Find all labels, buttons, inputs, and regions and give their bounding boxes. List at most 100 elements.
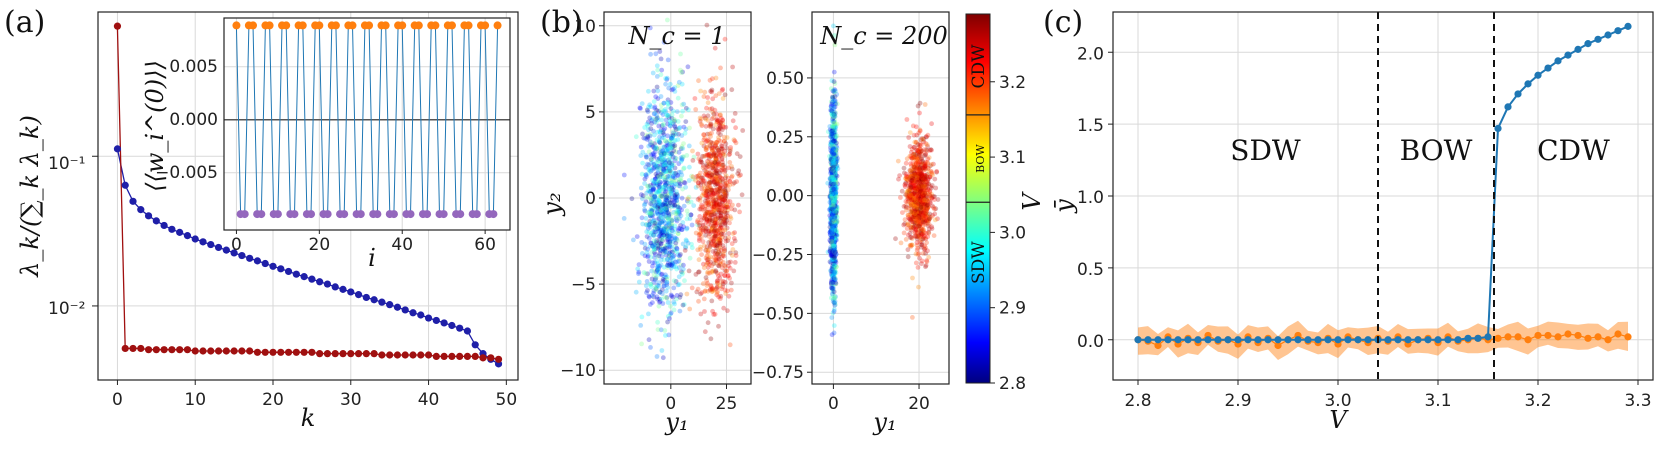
- b1-point: [657, 240, 662, 246]
- b2-point: [895, 158, 901, 164]
- b1-point: [668, 180, 673, 186]
- b1-point: [714, 216, 719, 222]
- b1-point: [661, 150, 667, 156]
- c-phase-bow: BOW: [1400, 134, 1473, 167]
- a-point-red: [308, 348, 316, 356]
- b1-point: [652, 219, 658, 225]
- b1-point: [724, 202, 730, 208]
- b1-point: [663, 288, 669, 294]
- b1-point: [680, 154, 686, 160]
- b2-point: [830, 124, 835, 129]
- a-point-blue: [370, 296, 378, 304]
- b1-point: [668, 100, 674, 105]
- b2-point: [917, 128, 923, 134]
- a-point-red: [479, 354, 487, 362]
- a-xtick-label: 10: [184, 390, 206, 410]
- b1-point: [689, 222, 695, 228]
- b1-point: [654, 189, 659, 194]
- b1-point: [662, 184, 668, 190]
- b1-point: [666, 156, 672, 162]
- b1-point: [662, 231, 668, 237]
- b1-point: [633, 134, 639, 140]
- b1-point: [702, 89, 708, 95]
- b1-point: [656, 270, 662, 275]
- b1-point: [671, 148, 677, 154]
- b1-point: [652, 225, 658, 231]
- c-point-orange: [1554, 333, 1562, 341]
- b1-point: [709, 263, 715, 269]
- axes-a-frame: [97, 11, 519, 381]
- b1-point: [681, 124, 687, 130]
- b1-point: [697, 206, 703, 212]
- b1-point: [730, 118, 736, 124]
- b1-point: [663, 204, 669, 210]
- b1-point: [707, 77, 713, 83]
- a-point-blue: [168, 225, 176, 233]
- b1-point: [677, 205, 683, 211]
- b2-point: [908, 183, 913, 189]
- b1-point: [688, 212, 694, 218]
- b2-point: [931, 233, 937, 239]
- b1-point: [663, 204, 668, 210]
- b1-point: [677, 216, 682, 221]
- b1-point: [664, 148, 669, 153]
- b2-point: [919, 261, 924, 267]
- b1-point: [664, 208, 669, 213]
- a-point-blue: [121, 181, 129, 189]
- b2-point: [932, 217, 938, 223]
- inset-point-high: [348, 21, 357, 30]
- a-xtick-label: 40: [418, 390, 440, 410]
- b2-ytick-label: −0.50: [752, 304, 804, 324]
- b1-point: [676, 282, 682, 287]
- b1-point: [665, 113, 671, 118]
- c-point-blue: [1414, 336, 1422, 344]
- b2-point: [917, 110, 922, 116]
- b1-point: [674, 181, 680, 187]
- b1-point: [654, 84, 660, 90]
- b1-point: [646, 170, 651, 176]
- b1-point: [658, 157, 664, 162]
- b1-point: [669, 163, 675, 168]
- b1-point: [710, 126, 716, 132]
- b1-point: [709, 212, 714, 218]
- b1-point: [643, 164, 649, 170]
- b1-point: [650, 300, 655, 305]
- b2-ytick-label: −0.75: [752, 363, 804, 383]
- b2-point: [923, 264, 928, 270]
- b1-point: [732, 260, 738, 265]
- b1-point: [667, 239, 673, 244]
- b1-point: [663, 117, 669, 123]
- b1-point: [697, 198, 703, 203]
- b2-point: [908, 244, 914, 249]
- b1-point: [656, 108, 661, 114]
- b1-point: [678, 181, 683, 187]
- a-point-blue: [456, 324, 464, 332]
- b1-point: [669, 194, 674, 200]
- inset-xtick-label: 40: [391, 235, 413, 255]
- b1-point: [662, 158, 668, 164]
- b1-point: [654, 164, 660, 170]
- b1-point: [679, 102, 685, 108]
- b1-point: [675, 194, 680, 200]
- b1-point: [656, 201, 661, 206]
- b1-point: [729, 87, 735, 93]
- a-ylabel: λ_k/(∑_k λ_k): [16, 115, 44, 278]
- b1-point: [670, 86, 676, 92]
- b2-point: [913, 227, 919, 233]
- b1-point: [732, 138, 738, 144]
- c-point-blue: [1294, 336, 1302, 344]
- b1-point: [654, 209, 660, 215]
- b1-point: [669, 180, 675, 185]
- b1-point: [659, 229, 664, 235]
- b1-point: [658, 262, 664, 268]
- b1-point: [709, 286, 715, 291]
- a-point-blue: [144, 212, 153, 220]
- b2-point: [925, 223, 931, 229]
- b1-point: [661, 247, 667, 252]
- b1-point: [675, 137, 681, 142]
- b2-xlabel: y₁: [872, 408, 896, 436]
- b1-point: [657, 181, 662, 187]
- a-point-blue: [393, 303, 402, 311]
- inset-point-high: [265, 21, 274, 30]
- b1-point: [670, 135, 676, 141]
